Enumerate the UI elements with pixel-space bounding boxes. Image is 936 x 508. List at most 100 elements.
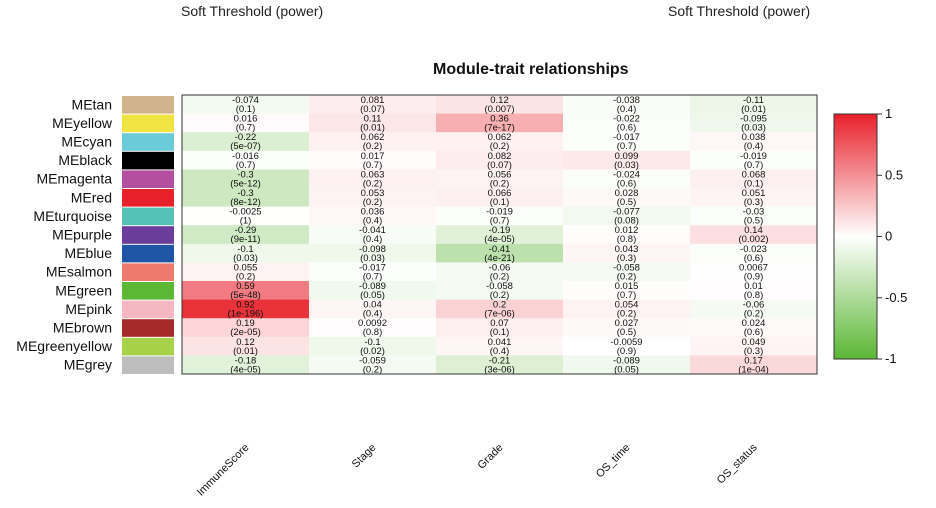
cell-pvalue-label: (0.9) <box>744 271 764 282</box>
cell-correlation-label: -0.06 <box>743 300 765 311</box>
legend-tick-label: 1 <box>885 106 892 121</box>
module-row-label: MEturquoise <box>33 208 112 224</box>
legend-tick-label: -0.5 <box>885 290 907 305</box>
cell-correlation-label: 0.11 <box>364 114 382 125</box>
cell-correlation-label: -0.038 <box>613 95 640 106</box>
cell-correlation-label: -0.017 <box>613 132 640 143</box>
cell-pvalue-label: (0.6) <box>744 327 764 338</box>
trait-column-labels: ImmuneScore Stage Grade OS_time OS_status <box>195 441 760 498</box>
cell-pvalue-label: (0.1) <box>490 197 510 208</box>
cell-pvalue-label: (0.8) <box>744 290 764 301</box>
trait-column-label: Stage <box>350 442 379 471</box>
cell-pvalue-label: (9e-11) <box>231 234 261 245</box>
heatmap-cell <box>563 113 691 133</box>
cell-pvalue-label: (0.8) <box>617 234 637 245</box>
cell-correlation-label: -0.089 <box>613 355 640 366</box>
cell-pvalue-label: (0.9) <box>617 346 637 357</box>
cell-pvalue-label: (0.1) <box>744 178 764 189</box>
cell-pvalue-label: (1e-04) <box>738 364 769 375</box>
heatmap-cell <box>563 281 691 301</box>
cell-correlation-label: 0.028 <box>615 188 639 199</box>
heatmap-cell <box>563 262 691 282</box>
cell-correlation-label: 0.081 <box>361 95 385 106</box>
cell-correlation-label: 0.055 <box>234 262 258 273</box>
cell-correlation-label: -0.023 <box>740 244 767 255</box>
heatmap-cell <box>690 150 818 170</box>
module-color-swatch <box>122 114 174 133</box>
heatmap-cell <box>182 299 310 319</box>
heatmap-cell <box>690 113 818 133</box>
cell-pvalue-label: (0.3) <box>744 346 764 357</box>
module-color-swatch <box>122 337 174 356</box>
cell-pvalue-label: (5e-48) <box>230 290 261 301</box>
heatmap-cell <box>690 299 818 319</box>
cell-correlation-label: -0.0025 <box>229 207 261 218</box>
heatmap-cell <box>690 206 818 226</box>
heatmap-cell <box>436 336 564 356</box>
module-row-label: MEtan <box>72 96 112 112</box>
cell-correlation-label: -0.077 <box>613 207 640 218</box>
cell-correlation-label: -0.074 <box>232 95 259 106</box>
cell-correlation-label: 0.14 <box>744 225 763 236</box>
cell-pvalue-label: (0.03) <box>233 253 258 264</box>
heatmap-cell <box>182 206 310 226</box>
heatmap-cell <box>563 336 691 356</box>
cell-pvalue-label: (3e-06) <box>484 364 515 375</box>
cell-pvalue-label: (0.03) <box>614 160 639 171</box>
heatmap-cell <box>563 225 691 245</box>
cell-pvalue-label: (0.07) <box>360 104 385 115</box>
cell-correlation-label: -0.06 <box>489 262 511 273</box>
cell-pvalue-label: (0.2) <box>490 290 510 301</box>
module-color-swatch <box>122 189 174 207</box>
module-color-swatch <box>122 133 174 151</box>
cell-pvalue-label: (5e-07) <box>230 141 261 152</box>
cell-pvalue-label: (0.6) <box>744 253 764 264</box>
cell-correlation-label: 0.016 <box>234 114 258 125</box>
cell-pvalue-label: (5e-12) <box>230 178 261 189</box>
cell-pvalue-label: (0.1) <box>490 327 510 338</box>
cell-pvalue-label: (0.7) <box>236 160 256 171</box>
heatmap-cell <box>309 318 437 338</box>
heatmap-cell <box>309 262 437 282</box>
heatmap-cell <box>690 262 818 282</box>
heatmap-cell <box>563 188 691 208</box>
heatmap-cell <box>436 318 564 338</box>
heatmap-cell <box>182 336 310 356</box>
cell-pvalue-label: (4e-05) <box>484 234 515 245</box>
module-color-swatch <box>122 282 174 300</box>
soft-threshold-label-right: Soft Threshold (power) <box>668 3 811 19</box>
heatmap-cell <box>436 355 564 375</box>
cell-pvalue-label: (0.7) <box>617 290 637 301</box>
cell-pvalue-label: (0.4) <box>363 234 383 245</box>
cell-correlation-label: 0.027 <box>615 318 639 329</box>
heatmap-cell <box>690 225 818 245</box>
cell-correlation-label: 0.068 <box>742 169 766 180</box>
cell-pvalue-label: (0.03) <box>741 123 766 134</box>
heatmap-cell <box>436 113 564 133</box>
trait-column-label: ImmuneScore <box>195 442 252 499</box>
heatmap-cell <box>436 150 564 170</box>
cell-pvalue-label: (0.1) <box>236 104 256 115</box>
cell-pvalue-label: (7e-17) <box>484 123 515 134</box>
heatmap-cell <box>309 299 437 319</box>
cell-correlation-label: 0.063 <box>361 169 385 180</box>
cell-correlation-label: -0.022 <box>613 114 640 125</box>
module-color-swatch <box>122 244 174 263</box>
cell-correlation-label: 0.92 <box>236 300 255 311</box>
module-row-labels: MEtan MEyellow MEcyan MEblack MEmagenta MEred… <box>16 96 174 374</box>
heatmap-cell <box>182 355 310 375</box>
cell-pvalue-label: (0.7) <box>236 123 256 134</box>
module-color-swatch <box>122 151 174 170</box>
cell-correlation-label: 0.17 <box>744 355 763 366</box>
cell-pvalue-label: (0.7) <box>363 271 383 282</box>
cell-correlation-label: -0.041 <box>359 225 386 236</box>
cell-pvalue-label: (0.02) <box>360 346 385 357</box>
cell-pvalue-label: (0.2) <box>744 309 764 320</box>
heatmap-cell <box>563 150 691 170</box>
heatmap-cell <box>436 188 564 208</box>
heatmap-cell <box>690 243 818 263</box>
cell-correlation-label: -0.3 <box>237 188 253 199</box>
cell-correlation-label: -0.024 <box>613 169 640 180</box>
trait-column-label: OS_status <box>715 441 760 486</box>
